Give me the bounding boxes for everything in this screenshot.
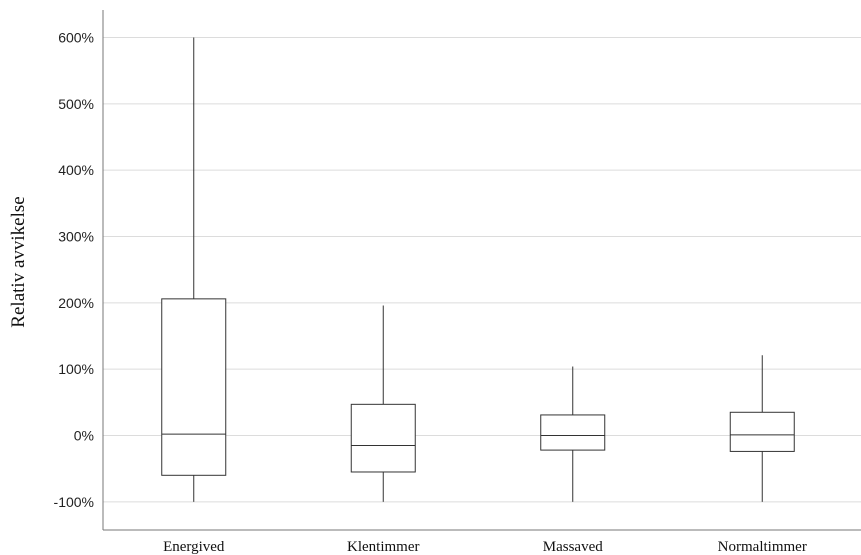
box-klentimmer bbox=[350, 305, 416, 502]
y-tick-label: 100% bbox=[58, 361, 94, 377]
y-tick-label: 200% bbox=[58, 295, 94, 311]
y-tick-label: 300% bbox=[58, 229, 94, 245]
category-label: Normaltimmer bbox=[718, 539, 807, 555]
box-massaved bbox=[540, 366, 606, 502]
box-energived bbox=[161, 37, 227, 502]
y-tick-label: 600% bbox=[58, 30, 94, 46]
gridlines bbox=[103, 37, 861, 503]
y-tick-labels: -100% 0% 100% 200% 300% 400% 500% 600% bbox=[54, 30, 94, 510]
y-tick-label: 500% bbox=[58, 96, 94, 112]
box-normaltimmer bbox=[729, 355, 795, 502]
category-labels: Energived Klentimmer Massaved Normaltimmer bbox=[163, 539, 807, 555]
boxes bbox=[161, 37, 795, 502]
iqr-box bbox=[161, 298, 227, 476]
category-label: Energived bbox=[163, 539, 225, 555]
category-label: Massaved bbox=[543, 539, 603, 555]
y-axis-title: Relativ avvikelse bbox=[8, 196, 29, 327]
y-tick-label: 0% bbox=[74, 428, 94, 444]
iqr-box bbox=[540, 414, 606, 451]
axes bbox=[102, 10, 861, 531]
y-tick-label: -100% bbox=[54, 494, 94, 510]
y-tick-label: 400% bbox=[58, 162, 94, 178]
iqr-box bbox=[729, 411, 795, 452]
iqr-box bbox=[350, 403, 416, 473]
category-label: Klentimmer bbox=[347, 539, 419, 555]
